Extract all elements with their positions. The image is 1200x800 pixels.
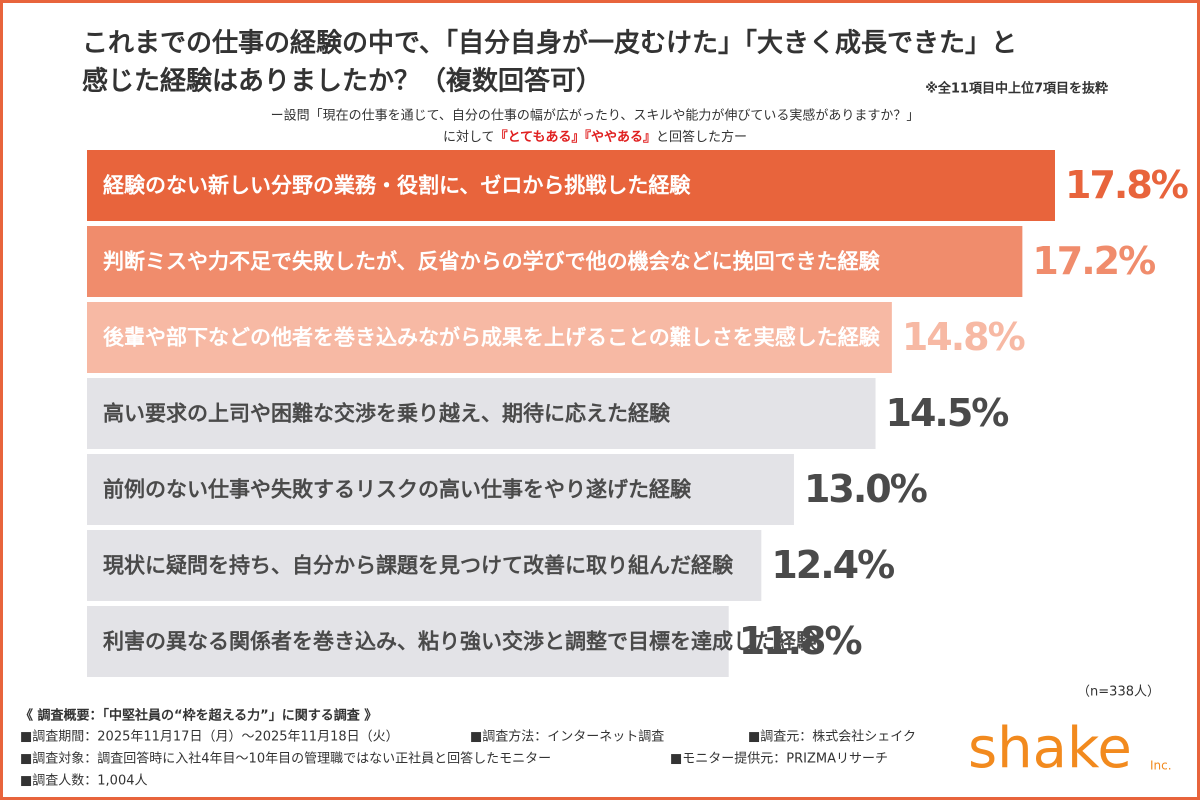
category-label: 経験のない新しい分野の業務・役割に、ゼロから挑戦した経験 bbox=[103, 174, 691, 198]
note: ※全11項目中上位7項目を抜粋 bbox=[925, 81, 1108, 97]
category-label: 後輩や部下などの他者を巻き込みながら成果を上げることの難しさを実感した経験 bbox=[103, 326, 881, 350]
logo-suffix: Inc. bbox=[1150, 759, 1172, 773]
value-label: 17.2% bbox=[1032, 239, 1155, 283]
category-label: 高い要求の上司や困難な交渉を乗り越え、期待に応えた経験 bbox=[103, 402, 671, 426]
sample-size: （n=338人） bbox=[1077, 685, 1160, 700]
bar bbox=[87, 606, 729, 677]
category-label: 現状に疑問を持ち、自分から課題を見つけて改善に取り組んだ経験 bbox=[103, 554, 734, 578]
bar bbox=[87, 454, 794, 525]
bar bbox=[87, 150, 1055, 221]
value-label: 13.0% bbox=[804, 467, 927, 511]
survey-item: ■モニター提供元：PRIZMAリサーチ bbox=[670, 751, 888, 767]
bar bbox=[87, 226, 1023, 297]
survey-item: ■調査人数：1,004人 bbox=[20, 774, 148, 789]
subtitle: に対して『とてもある』『ややある』と回答した方ー bbox=[443, 129, 747, 145]
survey-item: ■調査期間：2025年11月17日（月）〜2025年11月18日（火） bbox=[20, 730, 399, 745]
survey-item: ■調査元：株式会社シェイク bbox=[748, 729, 916, 745]
bar bbox=[87, 378, 876, 449]
category-label: 前例のない仕事や失敗するリスクの高い仕事をやり遂げた経験 bbox=[103, 478, 692, 502]
survey-item: ■調査方法：インターネット調査 bbox=[470, 729, 664, 745]
category-label: 判断ミスや力不足で失敗したが、反省からの学びで他の機会などに挽回できた経験 bbox=[103, 250, 881, 274]
chart-title: 感じた経験はありましたか？（複数回答可） bbox=[82, 66, 602, 97]
value-label: 11.8% bbox=[739, 619, 862, 663]
survey-item: ■調査対象：調査回答時に入社4年目〜10年目の管理職ではない正社員と回答したモニ… bbox=[20, 751, 551, 767]
bar bbox=[87, 530, 762, 601]
subtitle-highlight: 『とてもある』『ややある』 bbox=[495, 129, 656, 145]
survey-heading: 《 調査概要：「中堅社員の“枠を超える力”」に関する調査 》 bbox=[20, 708, 377, 724]
logo: shake bbox=[968, 716, 1132, 781]
value-label: 14.8% bbox=[902, 315, 1025, 359]
chart-title: これまでの仕事の経験の中で、「自分自身が一皮むけた」「大きく成長できた」と bbox=[82, 28, 1017, 59]
subtitle: ー設問「現在の仕事を通じて、自分の仕事の幅が広がったり、スキルや能力が伸びている… bbox=[271, 108, 920, 124]
bar bbox=[87, 302, 892, 373]
category-label: 利害の異なる関係者を巻き込み、粘り強い交渉と調整で目標を達成した経験 bbox=[103, 630, 818, 654]
value-label: 14.5% bbox=[886, 391, 1009, 435]
value-label: 12.4% bbox=[771, 543, 894, 587]
subtitle-part: と回答した方ー bbox=[656, 129, 747, 145]
value-label: 17.8% bbox=[1065, 163, 1188, 207]
subtitle-part: に対して bbox=[443, 130, 495, 145]
